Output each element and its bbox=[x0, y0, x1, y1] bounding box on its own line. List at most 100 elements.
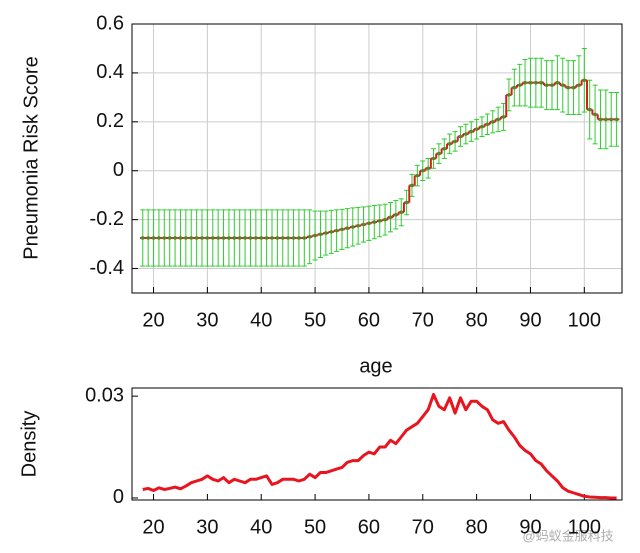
marker bbox=[442, 146, 447, 151]
marker bbox=[162, 236, 167, 240]
marker bbox=[458, 134, 463, 139]
marker bbox=[404, 200, 409, 205]
marker bbox=[340, 227, 344, 232]
marker bbox=[464, 132, 468, 136]
marker bbox=[550, 83, 554, 87]
marker bbox=[383, 217, 387, 222]
marker bbox=[598, 117, 603, 122]
watermark: @蚂蚁金服科技 bbox=[522, 528, 613, 543]
marker bbox=[566, 85, 570, 90]
marker bbox=[609, 117, 614, 122]
density-line bbox=[142, 392, 617, 500]
marker bbox=[539, 80, 544, 85]
y-tick-label: 0.4 bbox=[96, 61, 124, 83]
marker bbox=[485, 122, 490, 127]
y-tick-label: 0.2 bbox=[96, 110, 124, 132]
x-tick-label: 100 bbox=[568, 309, 601, 331]
marker bbox=[437, 151, 441, 156]
marker bbox=[372, 220, 377, 224]
marker bbox=[534, 80, 538, 85]
marker bbox=[210, 236, 215, 240]
x-tick-label: 50 bbox=[304, 309, 326, 331]
marker bbox=[286, 236, 290, 240]
marker bbox=[313, 233, 317, 238]
marker bbox=[184, 236, 188, 240]
y-tick-label: 0.6 bbox=[96, 12, 124, 34]
marker bbox=[221, 236, 226, 240]
marker bbox=[496, 117, 500, 122]
marker bbox=[194, 236, 199, 240]
marker bbox=[501, 115, 506, 119]
x-tick-label: 40 bbox=[250, 309, 272, 331]
y-tick-label: 0 bbox=[113, 486, 124, 508]
marker bbox=[280, 236, 285, 240]
marker bbox=[604, 117, 608, 122]
marker bbox=[426, 166, 430, 171]
marker bbox=[270, 236, 274, 240]
marker bbox=[232, 236, 237, 240]
marker bbox=[167, 236, 172, 240]
marker bbox=[259, 236, 264, 240]
marker bbox=[140, 236, 145, 240]
marker bbox=[345, 226, 350, 230]
x-tick-label: 20 bbox=[142, 309, 164, 331]
marker bbox=[420, 168, 425, 173]
marker bbox=[329, 230, 334, 234]
marker bbox=[324, 231, 328, 235]
x-tick-label: 80 bbox=[465, 309, 487, 331]
marker bbox=[512, 85, 517, 90]
marker bbox=[297, 236, 301, 240]
y-tick-label: -0.2 bbox=[90, 208, 124, 230]
marker bbox=[587, 107, 592, 112]
plot-frame bbox=[131, 387, 623, 501]
marker bbox=[394, 212, 398, 217]
marker bbox=[517, 83, 522, 87]
marker bbox=[453, 139, 457, 144]
marker bbox=[173, 236, 177, 240]
marker bbox=[377, 219, 382, 223]
x-tick-label: 20 bbox=[142, 516, 164, 538]
x-tick-label: 100 bbox=[568, 516, 601, 538]
plot-frame bbox=[131, 23, 623, 294]
marker bbox=[157, 236, 161, 240]
marker bbox=[614, 117, 619, 122]
y-axis-label: Density bbox=[18, 411, 40, 478]
marker bbox=[490, 120, 495, 124]
marker bbox=[555, 80, 560, 85]
marker bbox=[560, 83, 565, 87]
x-tick-label: 70 bbox=[412, 516, 434, 538]
marker bbox=[507, 93, 511, 97]
marker bbox=[302, 236, 307, 240]
y-tick-label: 0.03 bbox=[85, 384, 124, 406]
marker bbox=[291, 236, 296, 240]
marker bbox=[582, 78, 587, 83]
marker bbox=[307, 234, 312, 239]
marker bbox=[480, 124, 484, 129]
marker bbox=[146, 236, 150, 240]
marker bbox=[571, 85, 576, 90]
marker bbox=[544, 83, 549, 87]
marker bbox=[205, 236, 210, 240]
marker bbox=[528, 80, 533, 85]
marker bbox=[410, 183, 414, 188]
marker bbox=[200, 236, 204, 240]
marker bbox=[469, 129, 474, 134]
marker bbox=[189, 236, 194, 240]
marker bbox=[361, 222, 366, 227]
x-tick-label: 50 bbox=[304, 516, 326, 538]
x-tick-label: 60 bbox=[358, 516, 380, 538]
x-tick-label: 80 bbox=[465, 516, 487, 538]
marker bbox=[151, 236, 156, 240]
y-axis-label: Pneumonia Risk Score bbox=[20, 56, 42, 259]
x-tick-label: 70 bbox=[412, 309, 434, 331]
marker bbox=[227, 236, 231, 240]
marker bbox=[415, 173, 420, 178]
marker bbox=[577, 83, 581, 87]
marker bbox=[431, 156, 436, 161]
marker bbox=[447, 142, 452, 146]
marker bbox=[350, 225, 355, 229]
x-tick-label: 90 bbox=[519, 309, 541, 331]
x-axis-label: age bbox=[359, 355, 392, 377]
marker bbox=[237, 236, 242, 240]
